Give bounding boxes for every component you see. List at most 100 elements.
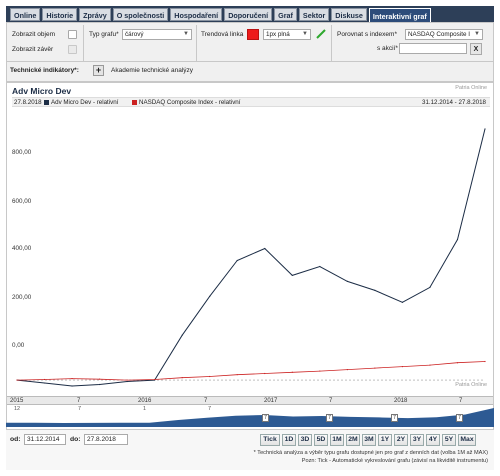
range-button-1m[interactable]: 1M	[330, 434, 344, 446]
tab-zprávy[interactable]: Zprávy	[79, 7, 111, 21]
data-point	[456, 238, 459, 241]
tab-online[interactable]: Online	[10, 7, 41, 21]
academy-link[interactable]: Akademie technické analýzy	[111, 67, 194, 74]
draw-pen-icon[interactable]	[315, 28, 327, 40]
plot-area	[16, 128, 486, 387]
x-tick-label: 2015	[10, 398, 24, 404]
from-date-input[interactable]: 31.12.2014	[24, 434, 66, 445]
divider	[83, 25, 84, 61]
x-tick-label: 7	[329, 398, 333, 404]
footnote-analysis: * Technická analýza a výběr typu grafu d…	[253, 450, 488, 456]
brand-label: Patria Online	[455, 382, 487, 388]
range-button-3y[interactable]: 3Y	[410, 434, 424, 446]
tab-historie[interactable]: Historie	[42, 7, 78, 21]
tab-diskuse[interactable]: Diskuse	[331, 7, 367, 21]
data-point	[264, 372, 266, 375]
data-point	[98, 383, 101, 386]
show-close-checkbox[interactable]	[68, 45, 77, 54]
y-tick-label: 400,00	[12, 245, 32, 252]
range-button-max[interactable]: Max	[458, 434, 476, 446]
add-indicator-button[interactable]: +	[93, 65, 104, 76]
tab-graf[interactable]: Graf	[274, 7, 297, 21]
chart-legend: 27.8.2018 Adv Micro Dev - relativní NASD…	[12, 97, 490, 107]
range-button-1d[interactable]: 1D	[282, 434, 296, 446]
data-point	[319, 370, 321, 372]
chart-title: Adv Micro Dev	[12, 86, 72, 96]
data-point	[236, 374, 238, 376]
divider	[196, 25, 197, 61]
compare-stock-input[interactable]	[399, 43, 467, 54]
indicators-label: Technické indikátory*:	[10, 67, 79, 74]
trend-color-swatch[interactable]	[247, 29, 259, 40]
data-point	[319, 265, 321, 268]
nav-tick-label: 1	[143, 406, 147, 412]
chart-type-select[interactable]: čárový ▼	[122, 29, 192, 40]
navigator-handle[interactable]: 7	[391, 414, 398, 422]
data-point	[181, 334, 183, 336]
price-chart: Adv Micro Dev Patria Online 27.8.2018 Ad…	[6, 82, 494, 430]
data-point	[429, 286, 431, 288]
from-label: od:	[10, 436, 21, 443]
x-tick-label: 2017	[264, 398, 278, 404]
range-button-tick[interactable]: Tick	[260, 434, 280, 446]
tab-interaktivní-graf[interactable]: Interaktivní graf	[368, 7, 431, 23]
data-point	[98, 378, 101, 380]
compare-index-select[interactable]: NASDAQ Composite I ▼	[405, 29, 483, 40]
chevron-down-icon: ▼	[474, 31, 480, 37]
x-tick-label: 2016	[138, 398, 152, 404]
nav-tick-label: 7	[78, 406, 82, 412]
data-point	[236, 259, 238, 262]
compare-label: Porovnat s indexem*	[337, 31, 397, 38]
range-button-2m[interactable]: 2M	[346, 434, 360, 446]
data-point	[16, 379, 18, 381]
data-point	[209, 375, 211, 378]
data-point	[374, 367, 376, 369]
tab-hospodaření[interactable]: Hospodaření	[170, 7, 223, 21]
y-tick-label: 200,00	[12, 294, 32, 301]
x-tick-label: 7	[459, 398, 463, 404]
data-point	[291, 274, 293, 277]
clear-compare-button[interactable]: X	[470, 43, 482, 55]
data-point	[264, 247, 266, 250]
legend-series-nasdaq: NASDAQ Composite Index - relativní	[132, 98, 240, 107]
range-button-5y[interactable]: 5Y	[442, 434, 456, 446]
nav-tick-label: 7	[208, 406, 212, 412]
stock-label: s akcií*	[377, 45, 398, 52]
legend-date: 27.8.2018	[14, 99, 42, 106]
data-point	[346, 280, 348, 282]
show-volume-checkbox[interactable]	[68, 30, 77, 39]
range-button-1y[interactable]: 1Y	[378, 434, 392, 446]
data-point	[181, 377, 183, 379]
data-point	[429, 364, 431, 366]
range-navigator[interactable]: 12 7 1 7 7 7 7 7	[6, 406, 494, 427]
y-tick-label: 0,00	[12, 342, 25, 349]
y-tick-label: 600,00	[12, 198, 32, 205]
range-button-5d[interactable]: 5D	[314, 434, 328, 446]
tab-doporučení[interactable]: Doporučení	[224, 7, 273, 21]
to-label: do:	[70, 436, 81, 443]
navigator-area	[6, 408, 494, 427]
data-point	[484, 360, 486, 363]
nav-tick-label: 12	[14, 406, 21, 412]
legend-swatch	[132, 99, 137, 105]
navigator-handle[interactable]: 7	[456, 414, 463, 422]
range-button-3d[interactable]: 3D	[298, 434, 312, 446]
tab-sektor[interactable]: Sektor	[298, 7, 330, 21]
legend-swatch	[44, 99, 49, 105]
divider	[7, 61, 493, 62]
legend-date-range: 31.12.2014 - 27.8.2018	[422, 99, 486, 106]
trend-style-select[interactable]: 1px plná ▼	[263, 29, 311, 40]
data-point	[456, 362, 459, 364]
range-button-2y[interactable]: 2Y	[394, 434, 408, 446]
range-button-3m[interactable]: 3M	[362, 434, 376, 446]
range-button-4y[interactable]: 4Y	[426, 434, 440, 446]
navigator-handle[interactable]: 7	[326, 414, 333, 422]
tab-o-společnosti[interactable]: O společnosti	[112, 7, 169, 21]
navigator-handle[interactable]: 7	[262, 414, 269, 422]
x-axis-bar: 2015 7 2016 7 2017 7 2018 7	[7, 396, 493, 405]
data-point	[401, 366, 404, 368]
data-point	[71, 385, 73, 387]
data-point	[43, 382, 46, 384]
data-point	[291, 371, 293, 373]
to-date-input[interactable]: 27.8.2018	[84, 434, 128, 445]
